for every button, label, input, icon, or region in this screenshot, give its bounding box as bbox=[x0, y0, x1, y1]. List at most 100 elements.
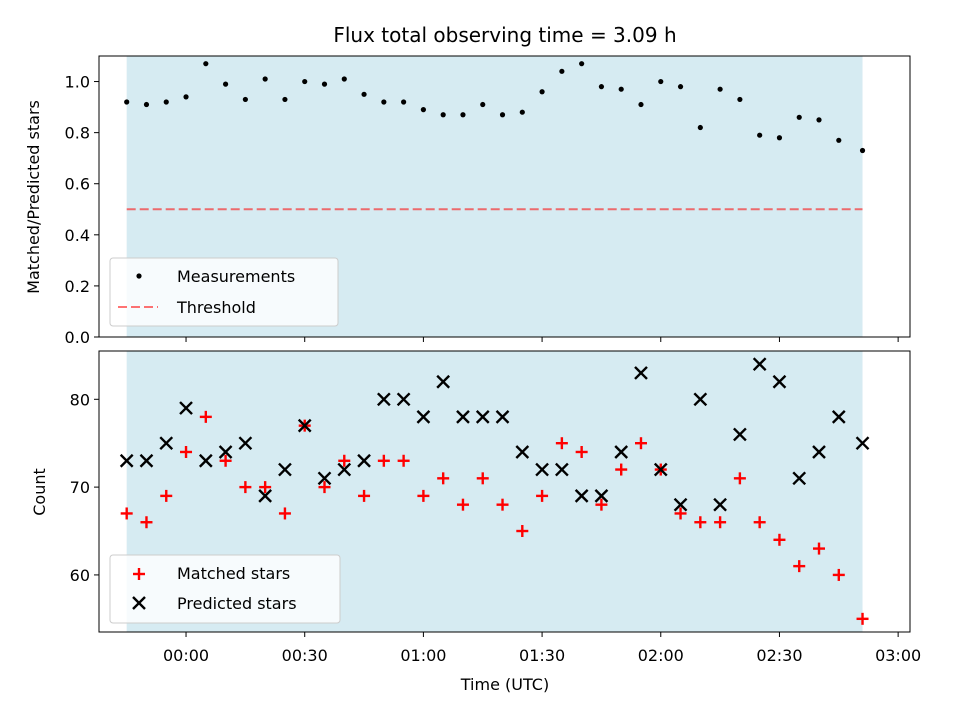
predicted-star-point bbox=[693, 392, 708, 407]
legend-measurements-label: Measurements bbox=[177, 267, 295, 286]
measurement-point bbox=[341, 76, 347, 82]
predicted-star-point bbox=[831, 410, 846, 424]
ratio-y-tick-label: 0.4 bbox=[65, 226, 90, 245]
legend-matched-marker bbox=[133, 568, 145, 580]
measurement-point bbox=[262, 76, 268, 82]
predicted-star-point-b bbox=[653, 462, 668, 477]
predicted-star-point-b bbox=[337, 462, 352, 477]
measurement-point bbox=[440, 112, 446, 118]
count-y-label: Count bbox=[30, 468, 49, 516]
predicted-star-point bbox=[752, 357, 767, 372]
predicted-star-point-b bbox=[119, 453, 134, 468]
count-x-tick-label: 00:30 bbox=[282, 646, 328, 665]
matched-star-point bbox=[714, 516, 727, 529]
matched-star-point bbox=[496, 498, 509, 511]
predicted-star-point bbox=[198, 453, 213, 468]
matched-star-point bbox=[615, 463, 628, 476]
predicted-star-point-b bbox=[515, 445, 530, 459]
matched-star-point bbox=[120, 507, 133, 520]
predicted-star-point bbox=[792, 471, 807, 486]
predicted-star-point-b bbox=[436, 374, 451, 389]
ratio-y-ticks: 0.0 0.2 0.4 0.6 0.8 1.0 bbox=[65, 73, 99, 347]
predicted-star-point-b bbox=[594, 489, 609, 503]
predicted-star-point bbox=[297, 418, 312, 433]
predicted-star-point-b bbox=[317, 471, 332, 486]
ratio-y-tick-label: 0.0 bbox=[65, 328, 90, 347]
predicted-star-point-b bbox=[456, 410, 470, 424]
count-x-ticks: 00:00 00:30 01:00 01:30 02:00 02:30 03:00 bbox=[163, 632, 921, 665]
measurement-point bbox=[143, 101, 150, 108]
measurement-point bbox=[757, 132, 763, 138]
measurement-point bbox=[183, 94, 189, 100]
measurement-point bbox=[776, 135, 783, 141]
ratio-y-tick-label: 0.8 bbox=[65, 124, 90, 143]
predicted-star-points bbox=[119, 357, 870, 512]
measurement-point bbox=[381, 99, 387, 105]
predicted-star-point-b bbox=[713, 497, 727, 512]
matched-star-point bbox=[456, 498, 469, 511]
predicted-star-point-b bbox=[634, 366, 648, 380]
predicted-star-point-b bbox=[792, 471, 807, 486]
predicted-star-point bbox=[733, 427, 747, 442]
ratio-plot-frame bbox=[98, 55, 911, 338]
predicted-star-point bbox=[258, 489, 273, 503]
measurement-point bbox=[222, 81, 229, 87]
matched-star-point bbox=[773, 533, 786, 546]
measurement-point bbox=[677, 84, 684, 90]
predicted-star-point-b bbox=[139, 453, 154, 468]
measurement-point bbox=[539, 89, 545, 95]
predicted-star-point bbox=[594, 489, 609, 503]
predicted-star-point-b bbox=[159, 436, 174, 451]
predicted-star-point bbox=[673, 497, 688, 512]
matched-star-point bbox=[793, 560, 806, 573]
count-y-tick-label: 80 bbox=[70, 390, 90, 409]
measurement-point bbox=[836, 137, 842, 143]
predicted-star-point-b bbox=[574, 489, 589, 503]
ratio-legend: Measurements Threshold bbox=[109, 257, 339, 327]
predicted-star-point bbox=[456, 410, 470, 424]
ratio-x-ticks bbox=[185, 337, 899, 342]
count-legend: Matched stars Predicted stars bbox=[109, 554, 341, 624]
predicted-star-point-b bbox=[357, 453, 371, 468]
predicted-star-point bbox=[574, 489, 589, 503]
predicted-star-point bbox=[159, 436, 174, 451]
measurement-point bbox=[124, 99, 130, 105]
matched-star-point bbox=[318, 481, 331, 494]
matched-star-point bbox=[476, 472, 489, 485]
matched-star-point bbox=[377, 454, 390, 467]
x-axis-label: Time (UTC) bbox=[460, 675, 549, 694]
legend-matched-label: Matched stars bbox=[177, 564, 290, 583]
predicted-star-point-b bbox=[376, 392, 391, 407]
predicted-star-point-b bbox=[179, 401, 193, 415]
matched-star-point bbox=[555, 437, 568, 450]
count-y-tick-label: 60 bbox=[70, 566, 90, 585]
predicted-star-point-b bbox=[258, 489, 273, 503]
predicted-star-point bbox=[357, 453, 371, 468]
predicted-star-point-b bbox=[198, 453, 213, 468]
predicted-star-point-b bbox=[278, 462, 292, 477]
predicted-star-point bbox=[396, 392, 411, 407]
measurement-point bbox=[401, 99, 407, 105]
predicted-star-point bbox=[555, 462, 569, 477]
predicted-star-point bbox=[713, 497, 727, 512]
predicted-star-point bbox=[376, 392, 391, 407]
matched-star-point bbox=[140, 516, 153, 529]
count-x-tick-label: 00:00 bbox=[163, 646, 209, 665]
matched-star-point bbox=[634, 437, 647, 450]
measurement-point bbox=[717, 86, 723, 92]
predicted-star-point bbox=[317, 471, 332, 486]
predicted-star-point bbox=[119, 453, 134, 468]
ratio-legend-box bbox=[109, 257, 339, 327]
matched-star-point bbox=[536, 489, 549, 502]
measurement-point bbox=[796, 114, 802, 120]
predicted-star-point bbox=[238, 436, 253, 451]
predicted-star-point bbox=[515, 445, 530, 459]
matched-star-point bbox=[753, 516, 766, 529]
predicted-star-point bbox=[653, 462, 668, 477]
count-x-tick-label: 02:00 bbox=[638, 646, 684, 665]
measurement-point bbox=[282, 96, 288, 103]
measurement-point bbox=[559, 68, 565, 74]
matched-star-point bbox=[832, 568, 845, 581]
measurement-point bbox=[460, 112, 466, 118]
matched-star-point bbox=[674, 507, 687, 520]
